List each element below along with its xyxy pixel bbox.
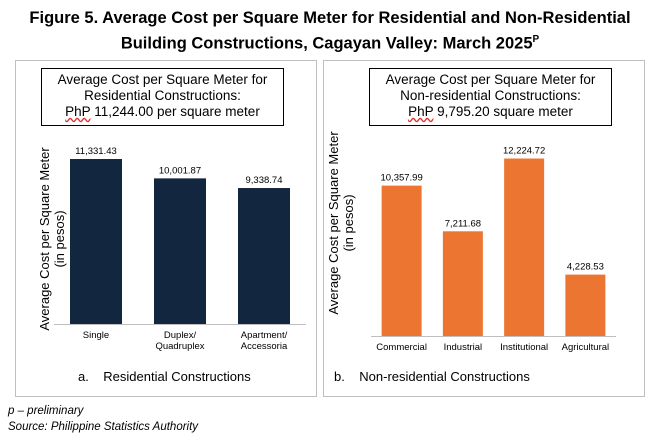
residential-box-line3: PhP 11,244.00 per square meter xyxy=(46,104,279,120)
residential-panel: Average Cost per Square Meter for Reside… xyxy=(15,60,317,397)
figure-title-line1: Figure 5. Average Cost per Square Meter … xyxy=(29,9,631,27)
non-residential-box-line3: PhP 9,795.20 square meter xyxy=(374,104,607,120)
non-residential-currency-code: PhP xyxy=(408,104,434,119)
source-footnote: Source: Philippine Statistics Authority xyxy=(8,421,199,433)
residential-category-label: Duplex/ xyxy=(164,330,197,341)
non-residential-box-line2: Non-residential Constructions: xyxy=(400,88,581,103)
residential-value-label: 11,331.43 xyxy=(75,146,117,157)
non-residential-y-axis-title: Average Cost per Square Meter(in pesos) xyxy=(326,131,356,315)
non-residential-category-label: Commercial xyxy=(376,342,427,353)
residential-category-label: Apartment/ xyxy=(241,330,288,341)
non-residential-category-label: Industrial xyxy=(444,342,483,353)
residential-category-label: Single xyxy=(83,330,109,341)
residential-box-line2: Residential Constructions: xyxy=(84,88,241,103)
non-residential-y-axis-title-line1: Average Cost per Square Meter xyxy=(326,131,341,315)
residential-caption: a. Residential Constructions xyxy=(78,369,251,384)
non-residential-caption-text: Non-residential Constructions xyxy=(359,369,530,384)
residential-caption-text: Residential Constructions xyxy=(103,369,251,384)
non-residential-bar xyxy=(565,274,606,336)
non-residential-average-box: Average Cost per Square Meter for Non-re… xyxy=(369,68,612,126)
non-residential-category-label: Institutional xyxy=(500,342,548,353)
non-residential-value-label: 4,228.53 xyxy=(567,262,604,273)
preliminary-footnote: p – preliminary xyxy=(8,405,84,417)
residential-bar xyxy=(154,178,206,324)
figure-title-line2: Building Constructions, Cagayan Valley: … xyxy=(120,34,533,53)
residential-bar xyxy=(70,159,122,324)
residential-caption-letter: a. xyxy=(78,369,89,384)
non-residential-panel: Average Cost per Square Meter for Non-re… xyxy=(323,60,645,397)
non-residential-bar xyxy=(504,158,545,336)
non-residential-bar xyxy=(442,231,483,336)
figure-title-superscript: P xyxy=(532,34,540,45)
residential-category-label: Quadruplex xyxy=(155,341,204,352)
residential-y-axis-title-line2: (in pesos) xyxy=(52,210,67,267)
non-residential-category-label: Agricultural xyxy=(562,342,610,353)
residential-value-label: 9,338.74 xyxy=(246,175,283,186)
non-residential-caption: b. Non-residential Constructions xyxy=(334,369,530,384)
residential-currency-code: PhP xyxy=(65,104,91,119)
non-residential-box-line1: Average Cost per Square Meter for xyxy=(385,72,596,87)
residential-bar xyxy=(238,188,290,324)
residential-category-label: Accessoria xyxy=(241,341,288,352)
residential-amount: 11,244.00 per square meter xyxy=(90,104,260,119)
non-residential-bar xyxy=(381,185,422,336)
non-residential-value-label: 7,211.68 xyxy=(445,218,481,229)
residential-y-axis-title: Average Cost per Square Meter(in pesos) xyxy=(37,147,67,331)
non-residential-caption-letter: b. xyxy=(334,369,345,384)
non-residential-value-label: 12,224.72 xyxy=(503,146,545,157)
figure-title: Figure 5. Average Cost per Square Meter … xyxy=(0,8,660,55)
non-residential-y-axis-title-line2: (in pesos) xyxy=(341,194,356,251)
figure-title-line2-wrap: Building Constructions, Cagayan Valley: … xyxy=(0,29,660,55)
residential-y-axis-title-line1: Average Cost per Square Meter xyxy=(37,147,52,331)
non-residential-amount: 9,795.20 square meter xyxy=(433,104,573,119)
non-residential-value-label: 10,357.99 xyxy=(380,173,422,184)
residential-bar-chart: Average Cost per Square Meter(in pesos) 1… xyxy=(37,146,306,352)
residential-value-label: 10,001.87 xyxy=(159,165,201,176)
residential-average-box: Average Cost per Square Meter for Reside… xyxy=(41,68,284,126)
non-residential-bar-chart: Average Cost per Square Meter(in pesos) 1… xyxy=(326,131,616,353)
residential-box-line1: Average Cost per Square Meter for xyxy=(57,72,268,87)
